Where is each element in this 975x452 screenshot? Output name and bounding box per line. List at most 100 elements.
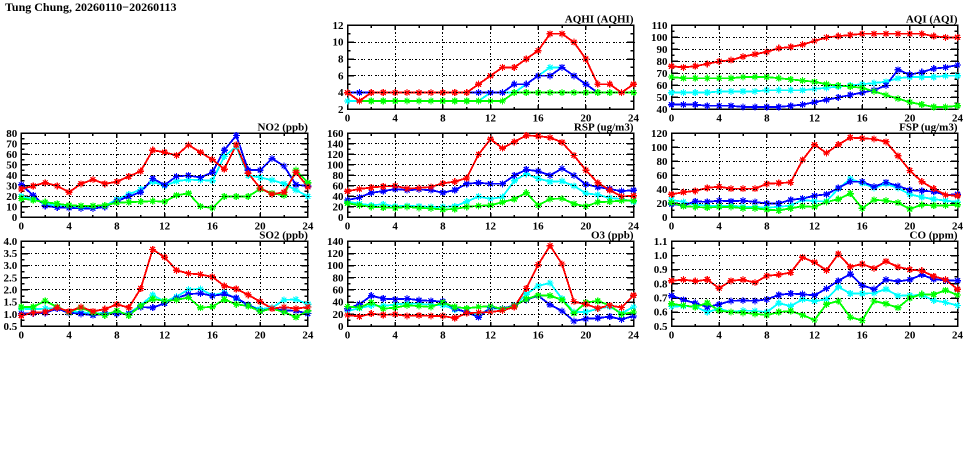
svg-text:80: 80 — [657, 56, 669, 68]
svg-text:24: 24 — [628, 112, 640, 124]
svg-text:80: 80 — [6, 128, 18, 140]
svg-text:40: 40 — [6, 170, 18, 182]
svg-text:20: 20 — [255, 329, 267, 341]
svg-text:3.0: 3.0 — [4, 260, 18, 272]
svg-text:20: 20 — [904, 112, 916, 124]
svg-text:16: 16 — [207, 220, 219, 232]
svg-text:60: 60 — [6, 149, 18, 161]
svg-text:24: 24 — [628, 220, 640, 232]
svg-text:90: 90 — [657, 44, 669, 56]
svg-text:10: 10 — [333, 37, 345, 49]
svg-text:100: 100 — [327, 260, 344, 272]
svg-text:24: 24 — [952, 112, 964, 124]
svg-text:60: 60 — [333, 180, 345, 192]
svg-text:24: 24 — [952, 220, 964, 232]
svg-text:8: 8 — [114, 220, 120, 232]
svg-text:120: 120 — [327, 149, 344, 161]
svg-text:140: 140 — [327, 138, 344, 150]
svg-text:60: 60 — [657, 170, 669, 182]
svg-text:2.0: 2.0 — [4, 284, 18, 296]
svg-text:4: 4 — [716, 220, 722, 232]
svg-text:20: 20 — [580, 329, 592, 341]
svg-text:8: 8 — [114, 329, 120, 341]
svg-text:100: 100 — [327, 159, 344, 171]
svg-text:3.5: 3.5 — [4, 248, 18, 260]
svg-text:12: 12 — [333, 20, 345, 32]
svg-text:80: 80 — [333, 272, 345, 284]
svg-text:110: 110 — [652, 20, 668, 32]
svg-text:FSP (ug/m3): FSP (ug/m3) — [899, 121, 958, 133]
svg-text:0: 0 — [345, 220, 351, 232]
svg-text:8: 8 — [440, 112, 446, 124]
svg-text:AQI (AQI): AQI (AQI) — [906, 13, 958, 25]
svg-text:NO2 (ppb): NO2 (ppb) — [257, 121, 308, 133]
svg-text:80: 80 — [657, 156, 669, 168]
svg-text:0.5: 0.5 — [4, 321, 18, 333]
svg-text:24: 24 — [628, 329, 640, 341]
svg-text:4: 4 — [66, 329, 72, 341]
svg-text:40: 40 — [333, 191, 345, 203]
svg-text:0: 0 — [12, 212, 18, 224]
svg-text:140: 140 — [327, 236, 344, 248]
svg-text:70: 70 — [6, 138, 18, 150]
svg-text:0: 0 — [338, 321, 344, 333]
svg-text:2.5: 2.5 — [4, 272, 18, 284]
svg-text:70: 70 — [657, 68, 669, 80]
svg-text:60: 60 — [657, 80, 669, 92]
svg-text:20: 20 — [580, 220, 592, 232]
svg-text:100: 100 — [651, 142, 668, 154]
svg-text:4: 4 — [392, 220, 398, 232]
svg-text:16: 16 — [533, 112, 545, 124]
svg-text:0: 0 — [19, 329, 25, 341]
svg-text:AQHI (AQHI): AQHI (AQHI) — [565, 13, 634, 25]
svg-text:0: 0 — [662, 212, 668, 224]
svg-text:12: 12 — [485, 112, 497, 124]
svg-text:20: 20 — [657, 198, 669, 210]
svg-text:1.0: 1.0 — [4, 309, 18, 321]
svg-text:4: 4 — [716, 112, 722, 124]
svg-text:0: 0 — [345, 112, 351, 124]
svg-text:16: 16 — [857, 220, 869, 232]
svg-text:Tung Chung, 20260110−20260113: Tung Chung, 20260110−20260113 — [5, 0, 176, 14]
svg-text:12: 12 — [485, 220, 497, 232]
svg-text:6: 6 — [338, 70, 344, 82]
svg-text:80: 80 — [333, 170, 345, 182]
svg-text:16: 16 — [533, 220, 545, 232]
svg-text:50: 50 — [657, 92, 669, 104]
svg-text:2: 2 — [338, 104, 344, 116]
svg-text:20: 20 — [6, 191, 18, 203]
svg-text:0: 0 — [669, 112, 675, 124]
svg-text:8: 8 — [764, 112, 770, 124]
svg-text:120: 120 — [327, 248, 344, 260]
svg-text:4.0: 4.0 — [4, 236, 18, 248]
svg-text:SO2 (ppb): SO2 (ppb) — [259, 229, 308, 241]
svg-text:8: 8 — [764, 220, 770, 232]
svg-text:12: 12 — [809, 112, 821, 124]
svg-text:40: 40 — [657, 184, 669, 196]
svg-text:4: 4 — [392, 112, 398, 124]
svg-text:8: 8 — [338, 54, 344, 66]
svg-text:12: 12 — [485, 329, 497, 341]
svg-text:0: 0 — [338, 212, 344, 224]
svg-text:0: 0 — [669, 220, 675, 232]
svg-text:40: 40 — [657, 104, 669, 116]
svg-text:20: 20 — [333, 201, 345, 213]
svg-text:24: 24 — [302, 220, 314, 232]
svg-text:120: 120 — [651, 128, 668, 140]
svg-text:8: 8 — [440, 220, 446, 232]
svg-text:O3 (ppb): O3 (ppb) — [591, 229, 634, 241]
svg-text:40: 40 — [333, 297, 345, 309]
svg-text:12: 12 — [159, 220, 171, 232]
svg-text:20: 20 — [904, 220, 916, 232]
svg-text:24: 24 — [302, 329, 314, 341]
svg-text:100: 100 — [651, 32, 668, 44]
svg-text:0: 0 — [19, 220, 25, 232]
svg-text:20: 20 — [333, 309, 345, 321]
svg-text:1.5: 1.5 — [4, 297, 18, 309]
svg-text:4: 4 — [66, 220, 72, 232]
svg-text:20: 20 — [255, 220, 267, 232]
svg-text:8: 8 — [440, 329, 446, 341]
svg-text:0: 0 — [345, 329, 351, 341]
svg-text:10: 10 — [6, 201, 18, 213]
svg-text:RSP (ug/m3): RSP (ug/m3) — [574, 121, 634, 133]
